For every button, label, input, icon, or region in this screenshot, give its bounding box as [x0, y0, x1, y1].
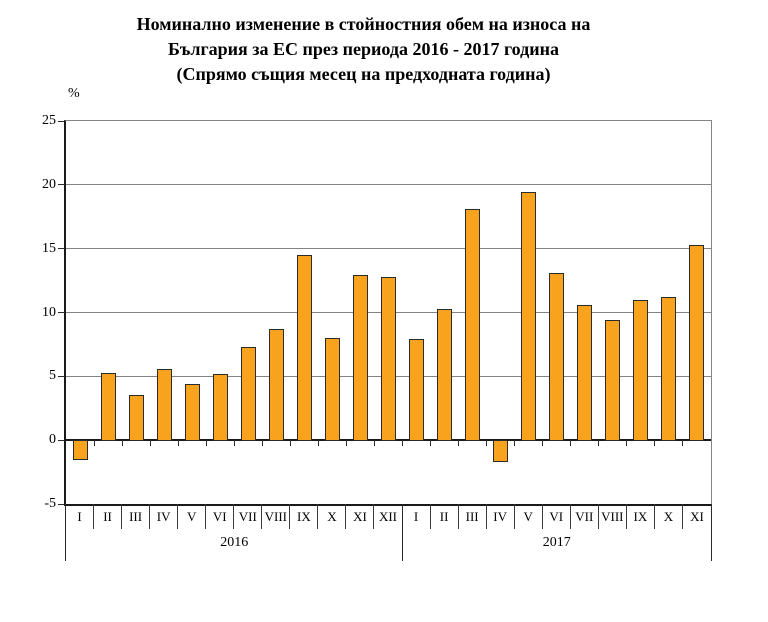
x-tick-label-2016-V: V	[178, 504, 207, 529]
bar-2016-IX	[296, 255, 312, 442]
bar-2017-IX	[633, 299, 649, 442]
bar-2017-II	[437, 308, 453, 442]
bar-2017-I	[409, 339, 425, 442]
bar-2017-X	[661, 297, 677, 442]
x-tick-label-2016-VII: VII	[234, 504, 263, 529]
category-tick	[121, 440, 123, 447]
category-tick	[93, 440, 95, 447]
x-tick-label-2016-III: III	[122, 504, 151, 529]
chart-title-line3: (Спрямо същия месец на предходната годин…	[176, 64, 551, 84]
category-tick	[430, 440, 432, 447]
bar-2016-VIII	[268, 329, 284, 442]
bar-2016-IV	[156, 368, 172, 442]
x-tick-label-2017-VII: VII	[571, 504, 599, 529]
category-tick	[149, 440, 151, 447]
category-tick	[177, 440, 179, 447]
category-tick	[682, 440, 684, 447]
bar-2016-XI	[352, 275, 368, 442]
y-tick-label-10: 10	[42, 304, 56, 320]
x-tick-label-2016-I: I	[66, 504, 95, 529]
y-axis-tick-10	[58, 312, 64, 313]
year-separator	[402, 504, 404, 561]
y-axis-tick-5	[58, 375, 64, 377]
bar-2017-XI	[689, 244, 705, 442]
y-axis-tick-15	[58, 248, 64, 250]
x-tick-label-2017-II: II	[431, 504, 459, 529]
bar-2016-III	[128, 395, 144, 442]
category-tick	[289, 440, 291, 447]
y-tick-label--5: -5	[44, 496, 56, 511]
category-tick	[261, 440, 263, 447]
year-label-2016: 2016	[220, 535, 249, 550]
category-tick	[626, 440, 628, 447]
bar-2017-V	[521, 192, 537, 442]
x-tick-label-2016-II: II	[94, 504, 123, 529]
bar-2016-XII	[381, 276, 396, 442]
bar-2017-VIII	[605, 320, 621, 442]
x-tick-label-2017-V: V	[515, 504, 543, 529]
bar-2016-VII	[240, 346, 256, 442]
x-tick-label-2016-IX: IX	[290, 504, 319, 529]
bar-2017-VII	[577, 304, 593, 442]
y-tick-label-0: 0	[49, 432, 56, 448]
x-tick-label-2016-X: X	[318, 504, 347, 529]
category-tick	[514, 440, 516, 447]
x-tick-label-2017-VIII: VIII	[599, 504, 627, 529]
x-tick-label-2016-VI: VI	[206, 504, 235, 529]
x-tick-label-2016-IV: IV	[150, 504, 179, 529]
x-tick-label-2017-VI: VI	[543, 504, 571, 529]
x-tick-label-2016-XII: XII	[374, 504, 403, 529]
category-tick	[373, 440, 375, 447]
category-tick	[402, 440, 404, 447]
category-tick	[458, 440, 460, 447]
category-tick	[317, 440, 319, 447]
y-axis-tick-0	[58, 439, 64, 441]
category-tick	[486, 440, 488, 447]
y-tick-label-15: 15	[42, 240, 56, 256]
chart-title-line1: Номинално изменение в стойностния обем н…	[136, 14, 591, 34]
x-tick-label-2017-I: I	[403, 504, 431, 529]
x-tick-label-2017-IV: IV	[487, 504, 515, 529]
chart-title: Номинално изменение в стойностния обем н…	[0, 12, 727, 87]
x-tick-label-2016-XI: XI	[346, 504, 375, 529]
bar-2016-V	[184, 383, 200, 442]
y-axis-tick--5	[58, 503, 64, 505]
x-tick-label-2017-III: III	[459, 504, 487, 529]
category-tick	[598, 440, 600, 447]
x-tick-label-2017-XI: XI	[690, 509, 704, 524]
category-tick	[205, 440, 207, 447]
plot-area: 25 20 15 10 5 0 -5 I II III IV V VI VII VIII IX X XI XII 20…	[42, 113, 712, 561]
y-axis-tick-25	[58, 120, 64, 122]
gridline-20	[66, 184, 711, 186]
y-tick-label-25: 25	[42, 113, 56, 128]
category-tick	[233, 440, 235, 447]
chart-title-line2: България за ЕС през периода 2016 - 2017 …	[167, 39, 559, 59]
y-axis-tick-20	[58, 184, 64, 186]
y-axis-unit-label: %	[68, 86, 80, 101]
bar-2016-II	[100, 372, 116, 442]
x-tick-label-2016-VIII: VIII	[262, 504, 291, 529]
y-tick-label-20: 20	[42, 176, 56, 192]
category-tick	[542, 440, 544, 447]
bar-2016-X	[324, 338, 340, 442]
bar-2017-VI	[549, 272, 565, 442]
x-tick-label-2017-X: X	[655, 504, 683, 529]
gridline-15	[66, 248, 711, 250]
y-tick-label-5: 5	[49, 368, 56, 384]
year-separator	[65, 504, 66, 561]
year-label-2017: 2017	[542, 535, 571, 550]
category-tick	[654, 440, 656, 447]
bar-2017-IV	[493, 440, 509, 462]
bar-2017-III	[465, 209, 481, 442]
year-separator	[710, 504, 712, 561]
category-tick	[570, 440, 572, 447]
bar-2016-VI	[212, 373, 228, 442]
x-tick-label-2017-IX: IX	[627, 504, 655, 529]
category-tick	[345, 440, 347, 447]
bar-2016-I	[72, 440, 88, 461]
